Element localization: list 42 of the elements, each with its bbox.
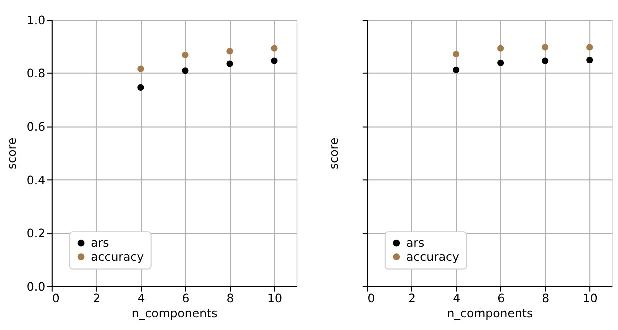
point <box>453 66 460 74</box>
legend-label: accuracy <box>91 250 144 264</box>
x-axis-title: n_components <box>132 306 218 320</box>
point <box>453 51 460 58</box>
x-tick-label: 2 <box>93 292 101 306</box>
point <box>182 52 189 58</box>
legend-label: accuracy <box>406 250 460 264</box>
y-tick-label: 0.4 <box>26 173 46 188</box>
x-tick-label: 0 <box>52 292 60 306</box>
x-tick-label: 10 <box>268 292 282 306</box>
y-tick-label: 0.8 <box>26 66 46 81</box>
x-tick-label: 10 <box>582 292 598 306</box>
y-tick-label: 0.6 <box>26 120 46 134</box>
x-tick-label: 2 <box>408 292 416 306</box>
y-axis-title: score <box>5 138 20 170</box>
point <box>271 58 278 64</box>
point <box>542 44 549 51</box>
point <box>226 48 234 55</box>
legend-label: ars <box>91 236 110 250</box>
legend-label: ars <box>406 236 425 250</box>
point <box>542 58 549 64</box>
point <box>586 56 594 64</box>
y-tick-label: 1.0 <box>26 13 46 28</box>
x-tick-label: 0 <box>368 292 376 306</box>
x-tick-label: 6 <box>182 292 190 306</box>
x-tick-label: 6 <box>498 292 506 306</box>
point <box>498 60 504 66</box>
y-axis-title: score <box>326 138 341 170</box>
y-tick-label: 0.2 <box>26 226 46 241</box>
point <box>226 60 234 68</box>
x-tick-label: 4 <box>138 292 146 306</box>
point <box>138 66 144 72</box>
point <box>498 45 504 52</box>
point <box>586 44 594 51</box>
x-tick-label: 4 <box>453 292 461 306</box>
x-axis-title: n_components <box>447 306 534 320</box>
point <box>182 68 189 74</box>
y-tick-label: 0.0 <box>26 280 46 294</box>
point <box>271 45 278 52</box>
point <box>138 84 144 91</box>
x-tick-label: 8 <box>226 292 234 306</box>
x-tick-label: 8 <box>542 292 550 306</box>
